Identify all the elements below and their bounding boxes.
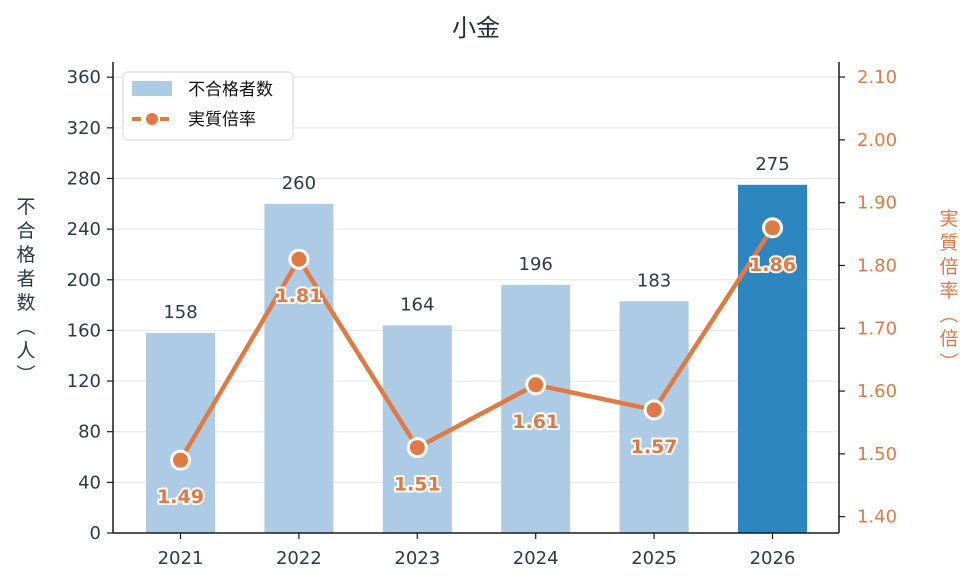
y-tick-label: 40 bbox=[78, 472, 101, 493]
y-tick-label: 360 bbox=[67, 67, 101, 88]
legend-line-label: 実質倍率 bbox=[188, 110, 256, 130]
y-right-tick-label: 1.60 bbox=[857, 381, 897, 402]
bar-labels: 158 260 164 196 183 275 bbox=[163, 154, 789, 323]
y-tick-label: 120 bbox=[67, 371, 101, 392]
x-tick-label: 2024 bbox=[513, 548, 559, 569]
rate-point bbox=[527, 376, 545, 394]
bar-value-label: 260 bbox=[282, 173, 316, 194]
y-right-tick-label: 1.80 bbox=[857, 255, 897, 276]
legend-line-marker bbox=[145, 112, 159, 126]
y-tick-label: 320 bbox=[67, 118, 101, 139]
bar-value-label: 183 bbox=[637, 270, 671, 291]
bar bbox=[501, 285, 570, 533]
y-tick-label: 200 bbox=[67, 270, 101, 291]
y-right-tick-label: 1.70 bbox=[857, 318, 897, 339]
x-tick-label: 2026 bbox=[750, 548, 796, 569]
bar-series bbox=[146, 185, 807, 533]
y-right-tick-label: 1.50 bbox=[857, 444, 897, 465]
y-tick-label: 240 bbox=[67, 219, 101, 240]
bar-value-label: 158 bbox=[163, 302, 197, 323]
x-tick-label: 2021 bbox=[158, 548, 204, 569]
rate-point bbox=[408, 439, 426, 457]
chart-title: 小金 bbox=[452, 14, 500, 42]
rate-point bbox=[645, 401, 663, 419]
bar-value-label: 275 bbox=[755, 154, 789, 175]
gridlines bbox=[113, 77, 839, 533]
bar-value-label: 196 bbox=[519, 254, 553, 275]
x-tick-label: 2023 bbox=[394, 548, 440, 569]
y-tick-label: 80 bbox=[78, 422, 101, 443]
y-right-tick-label: 2.10 bbox=[857, 67, 897, 88]
y-tick-label: 160 bbox=[67, 320, 101, 341]
rate-value-label: 1.49 bbox=[157, 486, 204, 508]
y-right-axis-title: 実質倍率︵倍︶ bbox=[939, 208, 958, 374]
x-tick-label: 2022 bbox=[276, 548, 322, 569]
y-axis-title: 不合格者数︵人︶ bbox=[16, 196, 35, 386]
rate-point bbox=[764, 219, 782, 237]
y-tick-label: 280 bbox=[67, 168, 101, 189]
y-tick-label: 0 bbox=[90, 523, 101, 544]
rate-value-label: 1.61 bbox=[512, 411, 559, 433]
bar bbox=[383, 325, 452, 533]
legend-bar-swatch bbox=[132, 81, 172, 96]
rate-point bbox=[172, 451, 190, 469]
rate-value-label: 1.81 bbox=[275, 285, 322, 307]
legend-bar-label: 不合格者数 bbox=[188, 80, 273, 100]
rate-value-label: 1.57 bbox=[631, 436, 678, 458]
y-right-tick-label: 1.90 bbox=[857, 193, 897, 214]
rate-point bbox=[290, 250, 308, 268]
bar-value-label: 164 bbox=[400, 294, 434, 315]
rate-value-label: 1.86 bbox=[749, 254, 796, 276]
x-tick-label: 2025 bbox=[631, 548, 677, 569]
y-right-tick-label: 1.40 bbox=[857, 507, 897, 528]
y-right-tick-label: 2.00 bbox=[857, 130, 897, 151]
rate-value-label: 1.51 bbox=[394, 474, 441, 496]
